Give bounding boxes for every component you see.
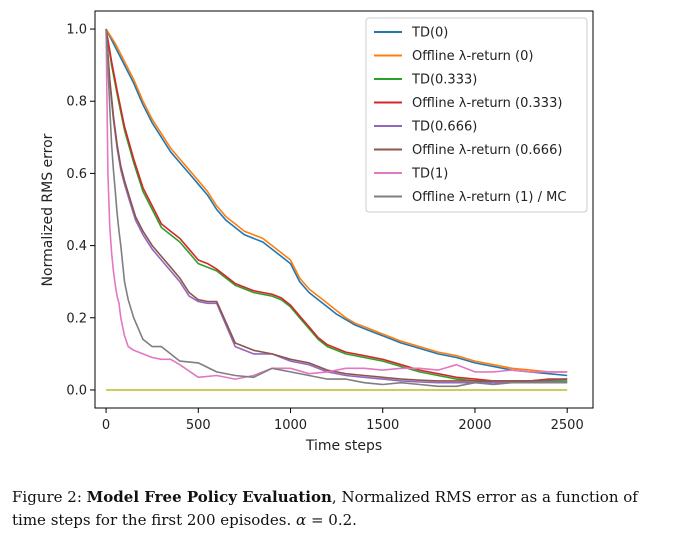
y-tick-label-4: 0.8 bbox=[66, 95, 87, 110]
series-lines bbox=[105, 28, 568, 391]
legend-entry-2: TD(0.333) bbox=[411, 73, 477, 88]
x-tick-label-5: 2500 bbox=[551, 418, 584, 433]
caption-alpha-symbol: α bbox=[296, 511, 307, 529]
series-line-4 bbox=[105, 28, 568, 384]
legend-entry-7: Offline λ-return (1) / MC bbox=[412, 190, 566, 205]
x-tick-label-1: 500 bbox=[186, 418, 211, 433]
legend-entry-3: Offline λ-return (0.333) bbox=[412, 96, 562, 111]
legend-entry-0: TD(0) bbox=[411, 26, 448, 41]
plot-frame bbox=[94, 10, 594, 409]
x-tick-label-4: 2000 bbox=[458, 418, 491, 433]
series-line-5 bbox=[105, 28, 568, 382]
caption-figure-label: Figure 2: bbox=[12, 488, 82, 506]
series-line-1 bbox=[105, 28, 568, 373]
figure-caption: Figure 2: Model Free Policy Evaluation, … bbox=[12, 486, 662, 532]
caption-alpha-value: = 0.2. bbox=[310, 511, 357, 529]
y-tick-label-3: 0.6 bbox=[66, 167, 87, 182]
legend-entry-1: Offline λ-return (0) bbox=[412, 49, 533, 64]
legend: TD(0) Offline λ-return (0) TD(0.333) Offlin… bbox=[365, 17, 588, 213]
legend-entry-5: Offline λ-return (0.666) bbox=[412, 143, 562, 158]
y-tick-label-5: 1.0 bbox=[66, 23, 87, 38]
series-line-6 bbox=[105, 28, 568, 380]
x-ticks: 0 500 1000 1500 2000 2500 bbox=[102, 408, 584, 433]
legend-box bbox=[365, 17, 588, 213]
series-line-3 bbox=[105, 28, 568, 382]
legend-items: TD(0) Offline λ-return (0) TD(0.333) Offlin… bbox=[374, 26, 566, 205]
series-line-2 bbox=[105, 28, 568, 384]
caption-text: , Normalized RMS error as a function of … bbox=[12, 488, 638, 529]
series-line-0 bbox=[105, 28, 568, 377]
x-tick-label-3: 1500 bbox=[366, 418, 399, 433]
y-tick-label-2: 0.4 bbox=[66, 239, 87, 254]
y-axis-label: Normalized RMS error bbox=[40, 133, 56, 286]
y-tick-label-0: 0.0 bbox=[66, 383, 87, 398]
series-line-7 bbox=[105, 28, 568, 388]
y-ticks: 0.0 0.2 0.4 0.6 0.8 1.0 bbox=[66, 23, 95, 398]
x-tick-label-0: 0 bbox=[102, 418, 110, 433]
caption-bold-title: Model Free Policy Evaluation bbox=[86, 488, 332, 506]
x-tick-label-2: 1000 bbox=[274, 418, 307, 433]
legend-entry-6: TD(1) bbox=[411, 167, 448, 182]
y-tick-label-1: 0.2 bbox=[66, 311, 87, 326]
rms-error-chart: 0 500 1000 1500 2000 2500 0.00.20.40.60.81.0 … bbox=[40, 10, 594, 454]
legend-entry-4: TD(0.666) bbox=[411, 120, 477, 135]
x-axis-label: Time steps bbox=[305, 438, 382, 454]
